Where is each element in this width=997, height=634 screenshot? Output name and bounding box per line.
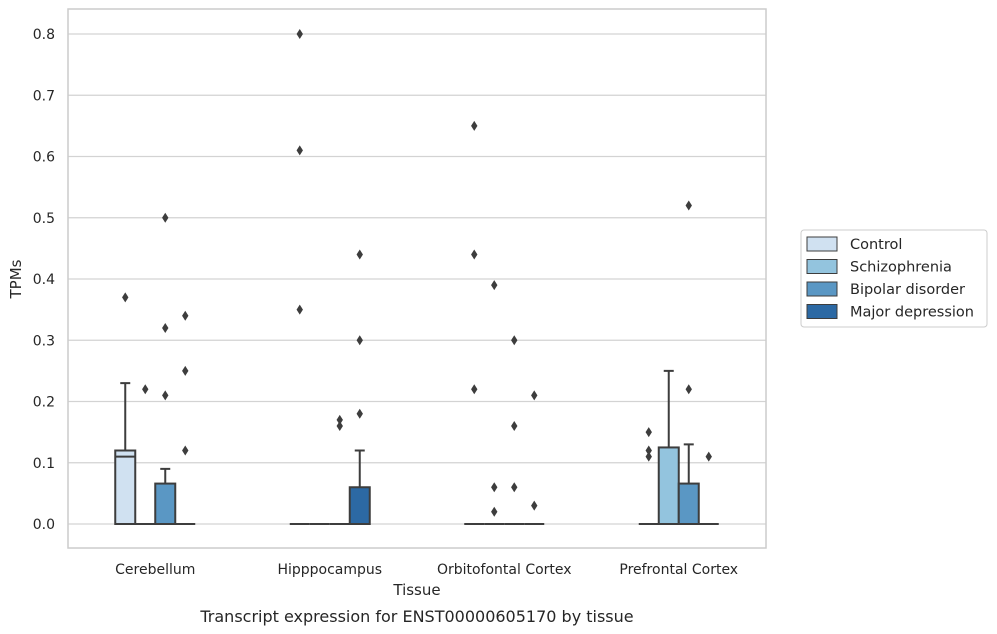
x-tick-label: Orbitofontal Cortex — [437, 562, 572, 578]
y-tick-label: 0.5 — [33, 211, 55, 227]
legend-label: Control — [850, 237, 902, 253]
outlier-point — [491, 506, 498, 517]
y-ticks: 0.0 0.1 0.2 0.3 0.4 0.5 0.6 0.7 0.8 — [33, 27, 55, 533]
x-tick-label: Cerebellum — [115, 562, 195, 578]
outlier-point — [685, 384, 692, 395]
y-tick-label: 0.0 — [33, 517, 55, 533]
legend-label: Major depression — [850, 305, 974, 321]
x-tick-label: Prefrontal Cortex — [619, 562, 738, 578]
legend-swatch — [806, 304, 838, 319]
outlier-point — [142, 384, 149, 395]
y-tick-label: 0.8 — [33, 27, 55, 43]
outlier-point — [491, 482, 498, 493]
y-tick-label: 0.1 — [33, 456, 55, 472]
box — [114, 449, 137, 525]
outlier-point — [531, 500, 538, 511]
outlier-point — [162, 212, 169, 223]
legend-label: Bipolar disorder — [850, 282, 965, 298]
outlier-point — [645, 427, 652, 438]
outlier-point — [491, 280, 498, 291]
outlier-point — [511, 335, 518, 346]
y-tick-label: 0.7 — [33, 88, 55, 104]
outlier-point — [182, 365, 189, 376]
box — [677, 482, 700, 526]
outlier-point — [296, 29, 303, 39]
x-axis-label: Tissue — [392, 581, 440, 599]
x-tick-label: Hipppocampus — [277, 562, 382, 578]
outlier-point — [471, 120, 478, 131]
legend-swatch — [806, 281, 838, 297]
outlier-point — [336, 421, 343, 431]
boxes — [114, 29, 719, 526]
outlier-point — [162, 323, 169, 333]
outlier-point — [511, 482, 518, 493]
outlier-point — [296, 304, 303, 315]
outlier-point — [162, 390, 169, 401]
outlier-point — [356, 335, 363, 346]
outlier-point — [471, 249, 478, 260]
outlier-point — [122, 292, 129, 303]
outlier-point — [685, 200, 692, 211]
outlier-point — [336, 414, 343, 425]
y-tick-label: 0.6 — [33, 150, 55, 166]
outlier-point — [645, 445, 652, 456]
y-tick-label: 0.2 — [33, 395, 55, 411]
outlier-point — [296, 145, 303, 156]
outlier-point — [511, 421, 518, 431]
y-tick-label: 0.3 — [33, 333, 55, 349]
x-ticks: Cerebellum Hipppocampus Orbitofontal Corte… — [115, 562, 738, 578]
legend-frame — [800, 229, 988, 328]
y-tick-label: 0.4 — [33, 272, 55, 288]
outlier-point — [531, 390, 538, 401]
legend-swatch — [806, 236, 838, 252]
outlier-point — [356, 408, 363, 419]
box — [154, 482, 177, 526]
legend-swatch — [806, 259, 838, 274]
outlier-point — [182, 310, 189, 321]
outlier-point — [471, 384, 478, 395]
y-axis-label: TPMs — [7, 259, 25, 299]
outlier-point — [356, 249, 363, 260]
chart-caption: Transcript expression for ENST0000060517… — [199, 607, 633, 626]
plot-frame — [67, 8, 767, 549]
legend-label: Schizophrenia — [850, 260, 952, 276]
outlier-point — [182, 445, 189, 456]
box — [657, 446, 680, 525]
legend: Control Schizophrenia Bipolar disorder Majo… — [800, 229, 988, 328]
outlier-point — [645, 451, 652, 462]
outlier-point — [705, 451, 712, 462]
box — [348, 486, 371, 525]
